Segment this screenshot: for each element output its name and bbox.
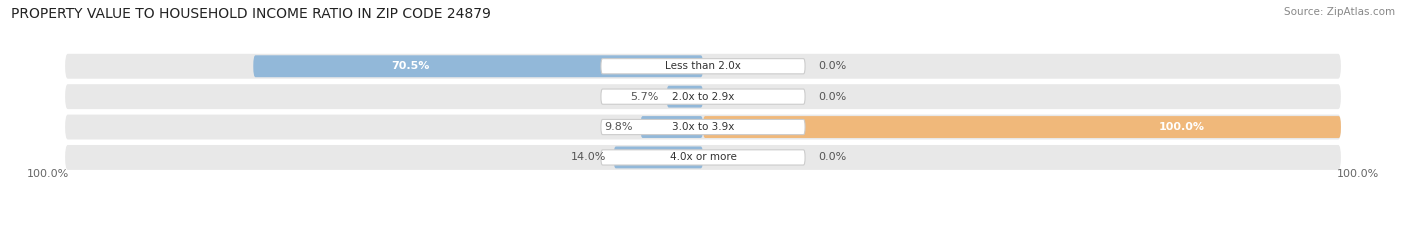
Text: 0.0%: 0.0% xyxy=(818,152,846,162)
Text: 5.7%: 5.7% xyxy=(631,92,659,102)
FancyBboxPatch shape xyxy=(600,89,806,104)
FancyBboxPatch shape xyxy=(641,116,703,138)
FancyBboxPatch shape xyxy=(600,59,806,74)
Text: 0.0%: 0.0% xyxy=(818,92,846,102)
FancyBboxPatch shape xyxy=(600,150,806,165)
Text: PROPERTY VALUE TO HOUSEHOLD INCOME RATIO IN ZIP CODE 24879: PROPERTY VALUE TO HOUSEHOLD INCOME RATIO… xyxy=(11,7,491,21)
FancyBboxPatch shape xyxy=(703,116,1341,138)
Text: 3.0x to 3.9x: 3.0x to 3.9x xyxy=(672,122,734,132)
Text: Less than 2.0x: Less than 2.0x xyxy=(665,61,741,71)
Text: 14.0%: 14.0% xyxy=(571,152,606,162)
Text: 0.0%: 0.0% xyxy=(818,61,846,71)
Text: 100.0%: 100.0% xyxy=(1159,122,1205,132)
Text: Source: ZipAtlas.com: Source: ZipAtlas.com xyxy=(1284,7,1395,17)
Text: 9.8%: 9.8% xyxy=(605,122,633,132)
FancyBboxPatch shape xyxy=(65,115,1341,140)
FancyBboxPatch shape xyxy=(65,84,1341,109)
Text: 4.0x or more: 4.0x or more xyxy=(669,152,737,162)
Text: 70.5%: 70.5% xyxy=(391,61,430,71)
Text: 100.0%: 100.0% xyxy=(1337,169,1379,179)
FancyBboxPatch shape xyxy=(65,145,1341,170)
Text: 100.0%: 100.0% xyxy=(27,169,69,179)
FancyBboxPatch shape xyxy=(666,86,703,108)
FancyBboxPatch shape xyxy=(253,55,703,77)
Text: 2.0x to 2.9x: 2.0x to 2.9x xyxy=(672,92,734,102)
FancyBboxPatch shape xyxy=(65,54,1341,79)
FancyBboxPatch shape xyxy=(613,147,703,168)
FancyBboxPatch shape xyxy=(600,120,806,135)
